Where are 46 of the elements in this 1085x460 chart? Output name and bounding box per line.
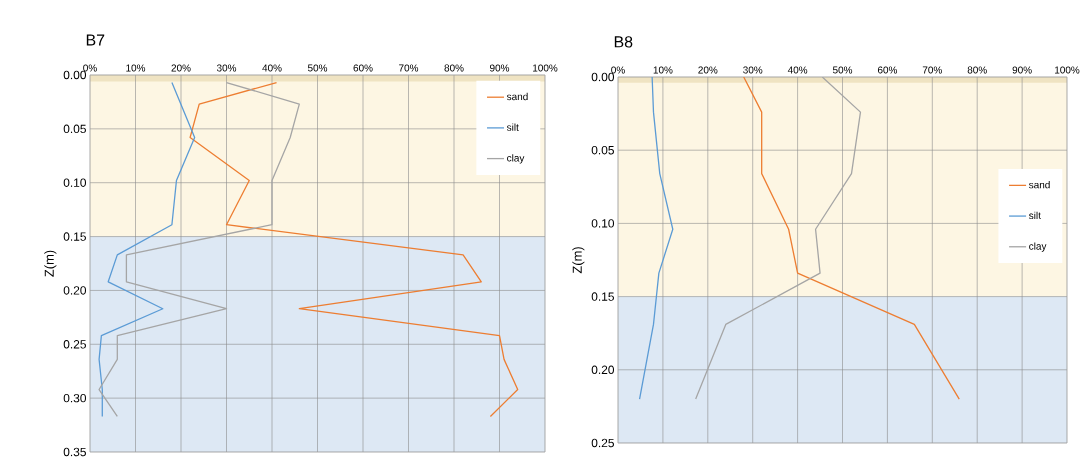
x-tick-label: 0% — [611, 66, 625, 74]
x-tick-label: 10% — [653, 66, 673, 74]
y-tick-label: 0.15 — [591, 292, 614, 302]
y-tick-label: 0.10 — [63, 178, 87, 188]
x-tick-label: 40% — [787, 66, 808, 74]
x-tick-label: 90% — [1012, 66, 1032, 74]
y-tick-label: 0.10 — [591, 219, 615, 228]
x-tick-label: 30% — [743, 66, 763, 74]
legend-label: silt — [506, 123, 519, 132]
y-axis-title: Z(m) — [572, 247, 585, 274]
y-axis-title: Z(m) — [44, 250, 57, 277]
y-tick-label: 0.05 — [591, 146, 614, 155]
y-tick-label: 0.00 — [591, 72, 615, 82]
legend-label: sand — [1029, 181, 1050, 189]
legend-label: sand — [506, 93, 528, 101]
x-tick-label: 0% — [83, 64, 97, 72]
y-tick-label: 0.20 — [63, 286, 87, 295]
x-tick-label: 90% — [490, 64, 510, 72]
x-tick-label: 20% — [171, 64, 191, 72]
y-tick-label: 0.05 — [63, 124, 86, 134]
x-tick-label: 40% — [262, 64, 282, 72]
chart-title: B8 — [614, 36, 633, 48]
legend-label: silt — [1029, 211, 1041, 220]
chart-title: B7 — [86, 34, 105, 46]
x-tick-label: 70% — [922, 66, 942, 74]
x-tick-label: 50% — [832, 66, 853, 74]
y-tick-label: 0.00 — [63, 70, 87, 80]
y-tick-label: 0.30 — [63, 394, 87, 403]
x-tick-label: 100% — [1055, 66, 1080, 74]
x-tick-label: 60% — [877, 66, 898, 74]
y-tick-label: 0.20 — [591, 365, 615, 375]
legend-label: clay — [507, 154, 525, 164]
y-tick-label: 0.35 — [63, 447, 86, 457]
y-tick-label: 0.15 — [63, 232, 86, 242]
x-tick-label: 80% — [967, 66, 987, 74]
legend-label: clay — [1029, 242, 1047, 252]
x-tick-label: 80% — [444, 64, 464, 72]
x-tick-label: 50% — [307, 64, 328, 72]
x-tick-label: 10% — [126, 64, 146, 72]
x-tick-label: 100% — [533, 64, 558, 72]
y-tick-label: 0.25 — [63, 340, 86, 349]
x-tick-label: 70% — [399, 64, 419, 72]
y-tick-label: 0.25 — [591, 438, 614, 448]
x-tick-label: 20% — [698, 66, 718, 74]
x-tick-label: 60% — [353, 64, 373, 72]
x-tick-label: 30% — [216, 64, 237, 72]
